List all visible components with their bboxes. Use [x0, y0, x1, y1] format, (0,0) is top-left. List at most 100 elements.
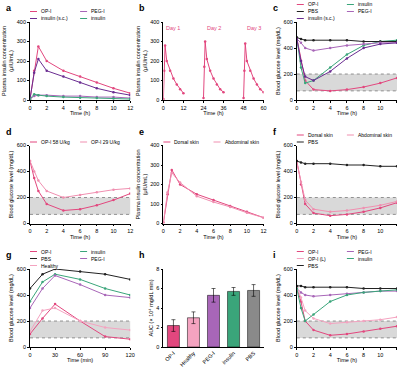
svg-text:Blood glucose level (mg/dL): Blood glucose level (mg/dL): [275, 150, 281, 218]
svg-text:2: 2: [312, 228, 315, 234]
svg-text:PEG-I: PEG-I: [358, 8, 372, 14]
svg-text:Day 1: Day 1: [166, 25, 180, 31]
svg-text:0: 0: [156, 220, 159, 226]
svg-text:PEG-I: PEG-I: [358, 249, 372, 255]
svg-text:PBS: PBS: [244, 350, 256, 362]
svg-text:0: 0: [290, 344, 293, 350]
svg-text:10: 10: [244, 228, 250, 234]
svg-text:8: 8: [362, 105, 365, 111]
svg-text:10: 10: [377, 228, 383, 234]
svg-text:PBS: PBS: [308, 139, 319, 145]
svg-text:2: 2: [312, 352, 315, 358]
svg-text:0: 0: [162, 228, 165, 234]
svg-text:8: 8: [229, 228, 232, 234]
svg-text:60: 60: [261, 105, 267, 111]
svg-text:g: g: [6, 250, 12, 260]
svg-text:90: 90: [102, 352, 108, 358]
svg-text:Plasma insulin concentration(μ: Plasma insulin concentration(μIU/mL): [135, 26, 148, 96]
svg-text:Plasma insulin concentration(μ: Plasma insulin concentration(μIU/mL): [1, 26, 14, 96]
svg-text:0: 0: [28, 352, 31, 358]
svg-text:OP-I 58 U/kg: OP-I 58 U/kg: [41, 139, 70, 145]
svg-text:Time (h): Time (h): [70, 234, 90, 240]
svg-text:OP-I: OP-I: [164, 350, 177, 363]
svg-text:Day 2: Day 2: [207, 25, 221, 31]
svg-text:PBS: PBS: [308, 263, 319, 269]
svg-text:PEG-I: PEG-I: [91, 256, 105, 262]
svg-text:200: 200: [150, 181, 159, 187]
svg-text:12: 12: [261, 228, 267, 234]
svg-text:6: 6: [345, 352, 348, 358]
svg-text:Healthy: Healthy: [41, 263, 58, 269]
svg-text:PEG-I: PEG-I: [91, 8, 105, 14]
svg-text:12: 12: [180, 105, 186, 111]
svg-text:Blood glucose level (mg/dL): Blood glucose level (mg/dL): [8, 274, 14, 342]
svg-text:200: 200: [17, 194, 26, 200]
svg-text:Time (h): Time (h): [203, 111, 223, 117]
svg-text:0: 0: [295, 105, 298, 111]
svg-text:insulin (s.c.): insulin (s.c.): [41, 15, 68, 21]
svg-text:insulin: insulin: [358, 256, 372, 262]
svg-text:Time (h): Time (h): [70, 111, 90, 117]
svg-text:200: 200: [284, 318, 293, 324]
svg-text:2: 2: [45, 228, 48, 234]
svg-text:100: 100: [17, 77, 26, 83]
svg-text:OP-I: OP-I: [41, 249, 51, 255]
svg-text:f: f: [273, 127, 277, 137]
svg-text:12: 12: [127, 228, 133, 234]
svg-text:AUC (× 10⁴ mg/dL min): AUC (× 10⁴ mg/dL min): [148, 279, 154, 336]
svg-text:Time (h): Time (h): [337, 111, 357, 117]
svg-text:200: 200: [284, 71, 293, 77]
svg-text:0: 0: [295, 228, 298, 234]
svg-text:600: 600: [17, 266, 26, 272]
svg-text:6: 6: [79, 228, 82, 234]
svg-text:400: 400: [284, 168, 293, 174]
svg-text:400: 400: [17, 168, 26, 174]
svg-text:8: 8: [362, 352, 365, 358]
svg-text:30: 30: [52, 352, 58, 358]
svg-text:300: 300: [150, 38, 159, 44]
svg-text:8: 8: [156, 266, 159, 272]
svg-text:200: 200: [17, 58, 26, 64]
svg-text:d: d: [6, 127, 12, 137]
svg-text:e: e: [139, 127, 144, 137]
svg-text:600: 600: [284, 266, 293, 272]
svg-text:60: 60: [77, 352, 83, 358]
svg-text:400: 400: [17, 292, 26, 298]
svg-text:OP-I: OP-I: [308, 249, 318, 255]
svg-text:0: 0: [162, 105, 165, 111]
svg-text:insulin: insulin: [91, 249, 105, 255]
svg-text:48: 48: [240, 105, 246, 111]
svg-text:insulin: insulin: [221, 350, 236, 365]
svg-text:h: h: [139, 250, 145, 260]
svg-text:0: 0: [23, 220, 26, 226]
svg-text:400: 400: [284, 45, 293, 51]
svg-text:400: 400: [150, 19, 159, 25]
svg-text:600: 600: [284, 19, 293, 25]
svg-text:Dorsal skin: Dorsal skin: [174, 139, 199, 145]
svg-text:10: 10: [110, 228, 116, 234]
svg-text:2: 2: [156, 324, 159, 330]
svg-text:4: 4: [156, 305, 159, 311]
svg-text:PEG-I: PEG-I: [201, 350, 216, 365]
svg-text:300: 300: [17, 38, 26, 44]
svg-text:6: 6: [345, 105, 348, 111]
svg-text:4: 4: [329, 352, 332, 358]
svg-text:Time (h): Time (h): [337, 234, 357, 240]
svg-text:200: 200: [150, 58, 159, 64]
svg-text:6: 6: [212, 228, 215, 234]
svg-text:OP-I: OP-I: [308, 1, 318, 7]
svg-text:10: 10: [377, 352, 383, 358]
svg-text:120: 120: [126, 352, 135, 358]
svg-text:6: 6: [79, 105, 82, 111]
svg-text:0: 0: [156, 344, 159, 350]
svg-text:300: 300: [150, 162, 159, 168]
svg-text:8: 8: [95, 228, 98, 234]
svg-text:0: 0: [290, 97, 293, 103]
svg-text:100: 100: [150, 77, 159, 83]
svg-text:0: 0: [290, 220, 293, 226]
svg-text:Abdominal skin: Abdominal skin: [358, 132, 392, 138]
svg-text:a: a: [6, 3, 12, 13]
svg-text:200: 200: [284, 194, 293, 200]
svg-text:OP-I 29 U/kg: OP-I 29 U/kg: [91, 139, 120, 145]
svg-text:2: 2: [312, 105, 315, 111]
